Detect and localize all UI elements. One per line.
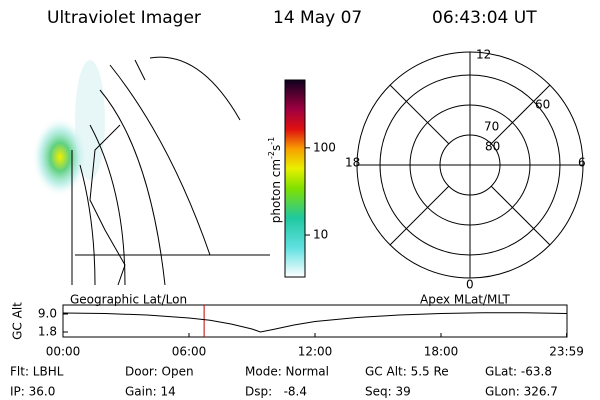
lat-label: 60 — [535, 98, 550, 112]
line — [62, 312, 567, 333]
date: 14 May 07 — [273, 8, 362, 28]
unit: s — [269, 145, 283, 151]
uv-image — [32, 56, 270, 286]
map-label: Geographic Lat/Lon — [70, 293, 187, 307]
footer-field: Flt: LBHL — [10, 365, 64, 379]
footer: Flt: LBHL Door: Open Mode: Normal GC Alt: 5… — [10, 365, 558, 399]
mlt-label: 18 — [345, 156, 360, 170]
footer-field: Dsp: -8.4 — [245, 385, 307, 399]
colorbar-label: photon cm-2s-1 — [267, 137, 283, 224]
x-tick-label: 06:00 — [172, 345, 207, 359]
footer-field: GC Alt: 5.5 Re — [365, 365, 449, 379]
footer-field: Door: Open — [125, 365, 194, 379]
unit-exp: -2 — [267, 151, 276, 159]
mlt-label: 0 — [466, 278, 474, 292]
unit-exp: -1 — [267, 137, 276, 145]
footer-field: GLon: 326.7 — [485, 385, 558, 399]
x-tick-label: 00:00 — [46, 345, 81, 359]
footer-field: Gain: 14 — [125, 385, 176, 399]
footer-field: Seq: 39 — [365, 385, 411, 399]
y-tick-label: 9.0 — [38, 307, 57, 321]
title: Ultraviolet Imager — [47, 8, 201, 28]
colorbar — [284, 79, 306, 278]
y-tick-label: 1.8 — [38, 325, 57, 339]
colorbar-tick-label: 100 — [313, 140, 336, 154]
lat-label: 70 — [484, 120, 499, 134]
footer-field: IP: 36.0 — [10, 385, 55, 399]
y-axis-label: GC Alt — [11, 302, 25, 340]
time: 06:43:04 UT — [432, 8, 537, 28]
unit: photon cm — [269, 159, 283, 223]
mlt-label: 12 — [476, 48, 491, 62]
apex-label: Apex MLat/MLT — [420, 293, 510, 307]
footer-field: GLat: -63.8 — [485, 365, 552, 379]
x-tick-label: 18:00 — [424, 345, 459, 359]
mlt-label: 6 — [578, 156, 586, 170]
x-tick-label: 23:59 — [549, 345, 584, 359]
footer-field: Mode: Normal — [245, 365, 329, 379]
x-tick-label: 12:00 — [298, 345, 333, 359]
colorbar-tick-label: 10 — [313, 228, 328, 242]
polar-grid — [356, 51, 584, 279]
lat-label: 80 — [485, 140, 500, 154]
